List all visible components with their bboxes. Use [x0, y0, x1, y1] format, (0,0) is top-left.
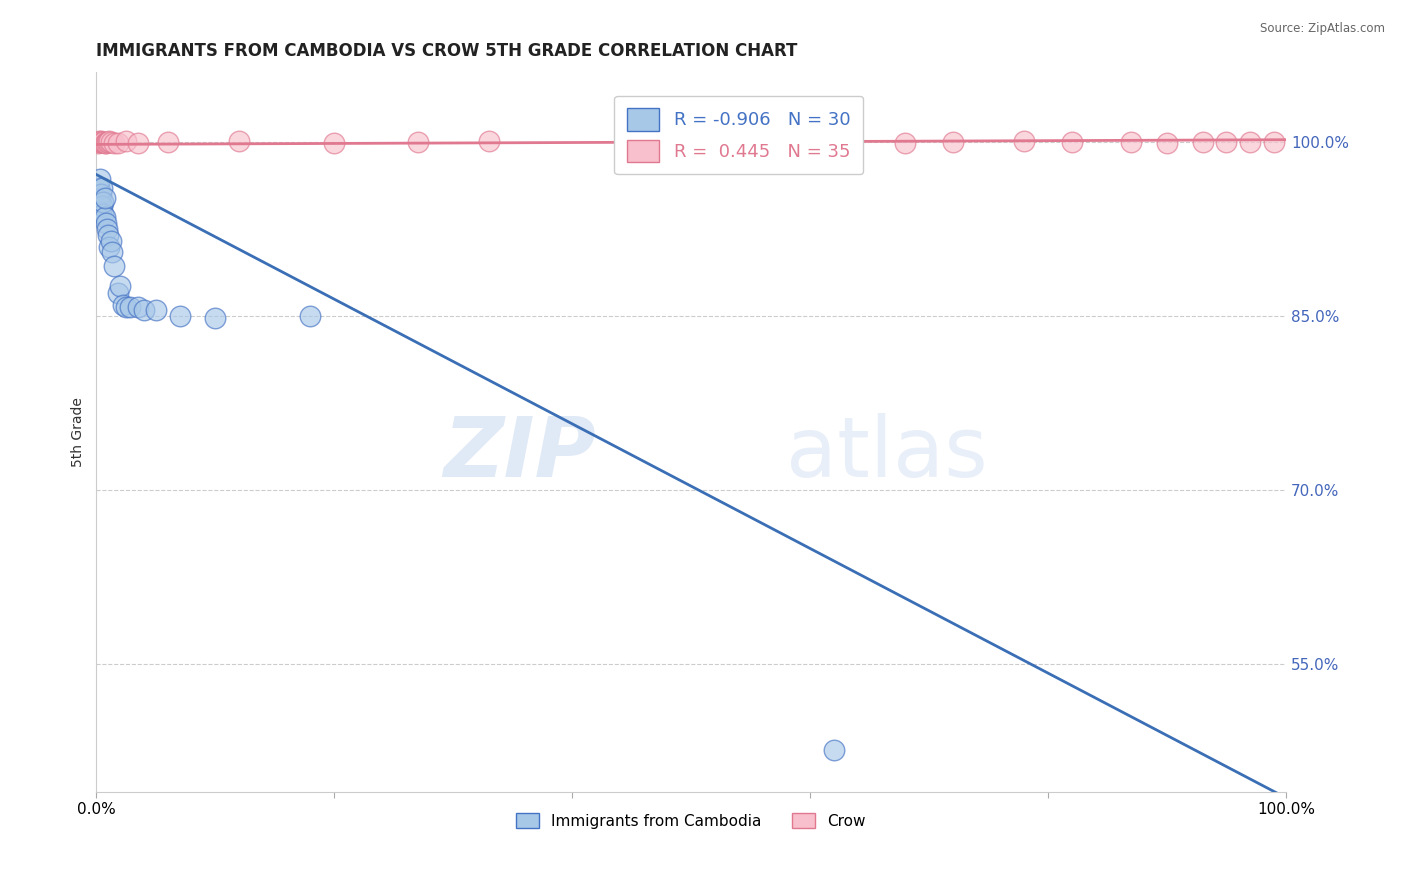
- Text: Source: ZipAtlas.com: Source: ZipAtlas.com: [1260, 22, 1385, 36]
- Point: [132, 303, 155, 318]
- Point: [94, 216, 117, 230]
- Point: [91, 135, 114, 149]
- Point: [894, 136, 917, 150]
- Point: [823, 743, 845, 757]
- Point: [93, 207, 115, 221]
- Point: [98, 239, 121, 253]
- Point: [100, 234, 122, 248]
- Point: [89, 172, 111, 186]
- Point: [127, 136, 149, 150]
- Point: [740, 135, 762, 149]
- Point: [91, 181, 114, 195]
- Point: [228, 134, 250, 148]
- Point: [620, 136, 643, 150]
- Point: [103, 259, 125, 273]
- Text: ZIP: ZIP: [443, 413, 596, 494]
- Point: [1215, 136, 1237, 150]
- Point: [127, 300, 149, 314]
- Point: [89, 135, 111, 149]
- Text: atlas: atlas: [786, 413, 988, 494]
- Point: [942, 135, 965, 149]
- Point: [87, 181, 110, 195]
- Point: [97, 227, 120, 242]
- Point: [299, 309, 322, 323]
- Point: [94, 136, 117, 150]
- Point: [107, 136, 129, 150]
- Point: [111, 297, 134, 311]
- Point: [90, 187, 112, 202]
- Point: [204, 311, 226, 326]
- Point: [86, 136, 108, 150]
- Point: [98, 134, 121, 148]
- Point: [103, 136, 125, 150]
- Point: [101, 245, 124, 260]
- Point: [1191, 135, 1213, 149]
- Point: [169, 309, 191, 323]
- Point: [145, 303, 167, 318]
- Point: [107, 285, 129, 300]
- Point: [87, 135, 110, 149]
- Legend: Immigrants from Cambodia, Crow: Immigrants from Cambodia, Crow: [510, 806, 872, 835]
- Point: [323, 136, 346, 150]
- Point: [1012, 135, 1035, 149]
- Point: [93, 195, 115, 210]
- Point: [97, 135, 120, 149]
- Point: [478, 134, 501, 148]
- Point: [93, 136, 115, 150]
- Point: [93, 211, 115, 225]
- Point: [1239, 135, 1261, 149]
- Point: [115, 300, 138, 314]
- Point: [96, 135, 118, 149]
- Y-axis label: 5th Grade: 5th Grade: [72, 397, 86, 467]
- Point: [406, 135, 429, 149]
- Point: [89, 135, 111, 149]
- Point: [100, 136, 122, 150]
- Point: [156, 135, 179, 149]
- Point: [93, 135, 115, 149]
- Point: [1121, 135, 1143, 149]
- Point: [89, 193, 111, 207]
- Point: [108, 279, 131, 293]
- Point: [90, 204, 112, 219]
- Point: [1156, 136, 1178, 150]
- Point: [115, 134, 138, 148]
- Text: IMMIGRANTS FROM CAMBODIA VS CROW 5TH GRADE CORRELATION CHART: IMMIGRANTS FROM CAMBODIA VS CROW 5TH GRA…: [97, 42, 797, 60]
- Point: [96, 222, 118, 236]
- Point: [91, 199, 114, 213]
- Point: [118, 300, 141, 314]
- Point: [1060, 135, 1083, 149]
- Point: [90, 134, 112, 148]
- Point: [1263, 136, 1285, 150]
- Point: [823, 134, 845, 148]
- Point: [93, 191, 115, 205]
